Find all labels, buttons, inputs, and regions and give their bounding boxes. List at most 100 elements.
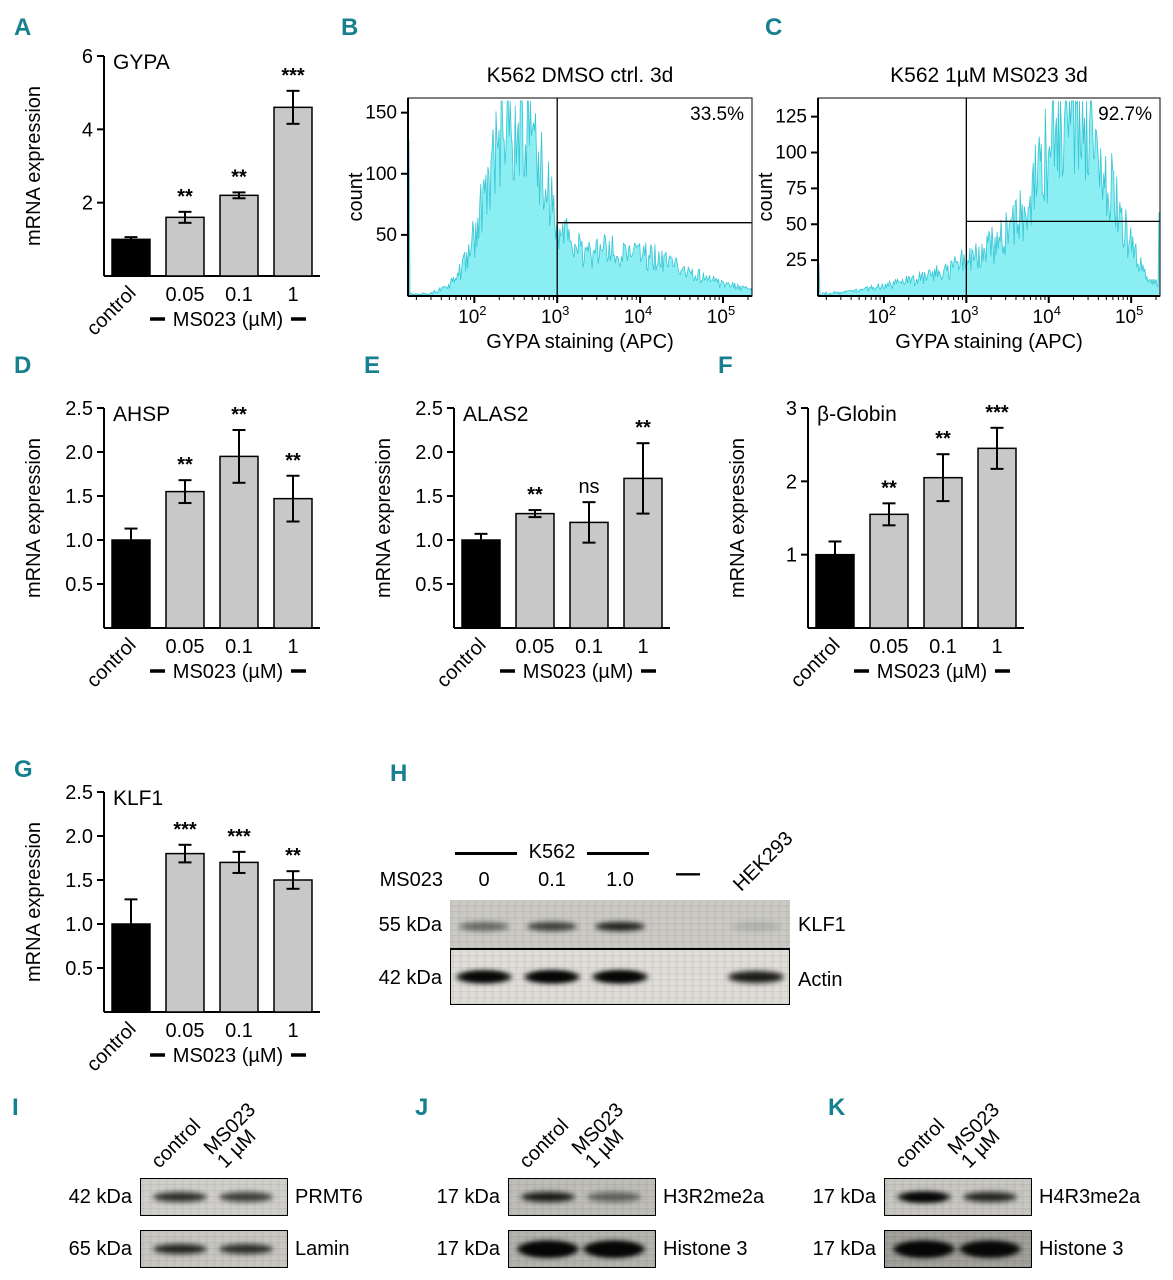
blot-band (531, 972, 573, 981)
bar (219, 861, 259, 1013)
bar-chart-svg: 2 4 6 mRNA expression GYPA control ** 0.05 ** 0.1… (23, 46, 320, 340)
y-tick-label: 4 (82, 119, 93, 141)
bracket-line (587, 852, 649, 855)
lane-label: MS023 1 µM (199, 1098, 261, 1173)
x-tick-label: 0.1 (225, 636, 253, 658)
x-tick-label: 0.05 (870, 636, 909, 658)
lane-label: 0 (478, 869, 490, 891)
blot-band (527, 921, 577, 931)
x-tick-label: 0.05 (166, 284, 205, 306)
bracket-line (455, 852, 517, 855)
y-tick-label: 75 (786, 178, 807, 199)
x-tick-label: control (433, 634, 491, 692)
x-tick-label: 0.05 (166, 636, 205, 658)
y-tick-label: 1.5 (65, 870, 93, 892)
x-tick-label: 1 (991, 636, 1002, 658)
blot-box (884, 1230, 1032, 1268)
y-tick-label: 2.0 (65, 442, 93, 464)
y-tick-label: 0.5 (65, 958, 93, 980)
blot-band (904, 1193, 944, 1201)
y-tick-label: 1 (786, 545, 797, 567)
significance-label: ** (935, 428, 951, 450)
cell-line-label: K562 (528, 841, 576, 863)
bar (461, 539, 501, 629)
y-tick-label: 100 (775, 143, 807, 164)
bar (869, 513, 909, 629)
flow-plot-svg: K562 1µM MS023 3d 25 50 75 100 125 102 103 104 10… (755, 64, 1161, 353)
y-tick-label: 2.0 (415, 442, 443, 464)
x-tick-label: 0.1 (929, 636, 957, 658)
kda-label: 55 kDa (378, 914, 442, 936)
y-tick-label: 2.5 (65, 782, 93, 804)
protein-label: Histone 3 (663, 1238, 748, 1260)
significance-label: *** (985, 402, 1009, 424)
blot-band (966, 1242, 1014, 1256)
x-axis-label: MS023 (µM) (523, 661, 633, 683)
chart-title: ALAS2 (463, 403, 528, 426)
significance-label: ** (177, 186, 193, 208)
kda-label: 17 kDa (812, 1238, 876, 1260)
panel-letter-g: G (14, 756, 33, 783)
chart-title: AHSP (113, 403, 170, 426)
lane-label: MS023 1 µM (567, 1098, 629, 1173)
panel-letter-e: E (364, 352, 381, 379)
panel-letter-b: B (341, 14, 359, 41)
blot-band (587, 1192, 641, 1202)
panel-letter-h: H (390, 760, 408, 787)
histogram-area (817, 100, 1161, 297)
lane-label: control (515, 1114, 574, 1173)
x-axis-label: MS023 (µM) (173, 309, 283, 331)
y-tick-label: 100 (365, 164, 397, 185)
x-tick-label: 103 (541, 303, 569, 328)
x-tick-label: 0.05 (166, 1020, 205, 1042)
panel-letter-j: J (415, 1094, 429, 1121)
x-tick-label: 0.1 (225, 284, 253, 306)
x-tick-label: 1 (287, 1020, 298, 1042)
x-tick-label: 0.1 (225, 1020, 253, 1042)
kda-label: 42 kDa (68, 1186, 132, 1208)
y-axis-label: count (756, 172, 777, 221)
lane-label: MS023 1 µM (943, 1098, 1005, 1173)
blot-band (590, 1242, 638, 1256)
x-axis-label: GYPA staining (APC) (895, 331, 1082, 353)
y-tick-label: 125 (775, 107, 807, 128)
kda-label: 17 kDa (436, 1238, 500, 1260)
y-tick-label: 150 (365, 103, 397, 124)
y-tick-label: 0.5 (415, 574, 443, 596)
lane-label: — (676, 860, 700, 887)
y-tick-label: 3 (786, 398, 797, 420)
y-tick-label: 50 (376, 225, 397, 246)
lane-label: 0.1 (538, 869, 566, 891)
x-tick-label: control (787, 634, 845, 692)
panel-letter-i: I (12, 1094, 19, 1121)
bar (165, 216, 205, 277)
x-tick-label: 105 (1115, 303, 1143, 328)
western-blot-prmt6-lamin: control MS023 1 µM 42 kDa PRMT6 65 kDa Lamin (20, 1098, 365, 1280)
protein-label: Lamin (295, 1238, 350, 1260)
western-blot-klf1-actin: K562 MS023 0 0.1 1.0 — HEK293 55 kDa 42 kDa KLF1 A… (355, 815, 915, 1025)
bglobin-bar-chart: 1 2 3 mRNA expression β-Globin control ** 0.05 *… (722, 378, 1034, 730)
significance-label: ** (285, 845, 301, 867)
y-axis-label: mRNA expression (727, 438, 749, 598)
y-tick-label: 25 (786, 250, 807, 271)
x-tick-label: control (83, 634, 141, 692)
flow-histogram-dmso: K562 DMSO ctrl. 3d 50 100 150 102 103 104 105 33… (345, 58, 766, 358)
panel-letter-k: K (828, 1094, 846, 1121)
x-tick-label: 102 (458, 303, 486, 328)
flow-histogram-ms023: K562 1µM MS023 3d 25 50 75 100 125 102 103 104 10… (755, 58, 1173, 358)
klf1-bar-chart: 0.5 1.0 1.5 2.0 2.5 mRNA expression KLF1 contro… (18, 762, 330, 1114)
alas2-bar-chart: 0.5 1.0 1.5 2.0 2.5 mRNA expression ALAS2 contr… (368, 378, 680, 730)
protein-label: PRMT6 (295, 1186, 363, 1208)
x-axis-label: MS023 (µM) (173, 1045, 283, 1067)
x-tick-label: 104 (1033, 303, 1061, 328)
bar-chart-svg: 0.5 1.0 1.5 2.0 2.5 mRNA expression ALAS2 contr… (373, 398, 670, 692)
y-tick-label: 2.0 (65, 826, 93, 848)
significance-label: ** (635, 417, 651, 439)
bar (977, 447, 1017, 629)
kda-label: 42 kDa (378, 966, 442, 989)
kda-label: 17 kDa (436, 1186, 500, 1208)
y-axis-label: mRNA expression (23, 822, 45, 982)
protein-label: Actin (798, 968, 843, 991)
western-blot-h3r2me2a: control MS023 1 µM 17 kDa H3R2me2a 17 kDa Hist… (388, 1098, 764, 1280)
